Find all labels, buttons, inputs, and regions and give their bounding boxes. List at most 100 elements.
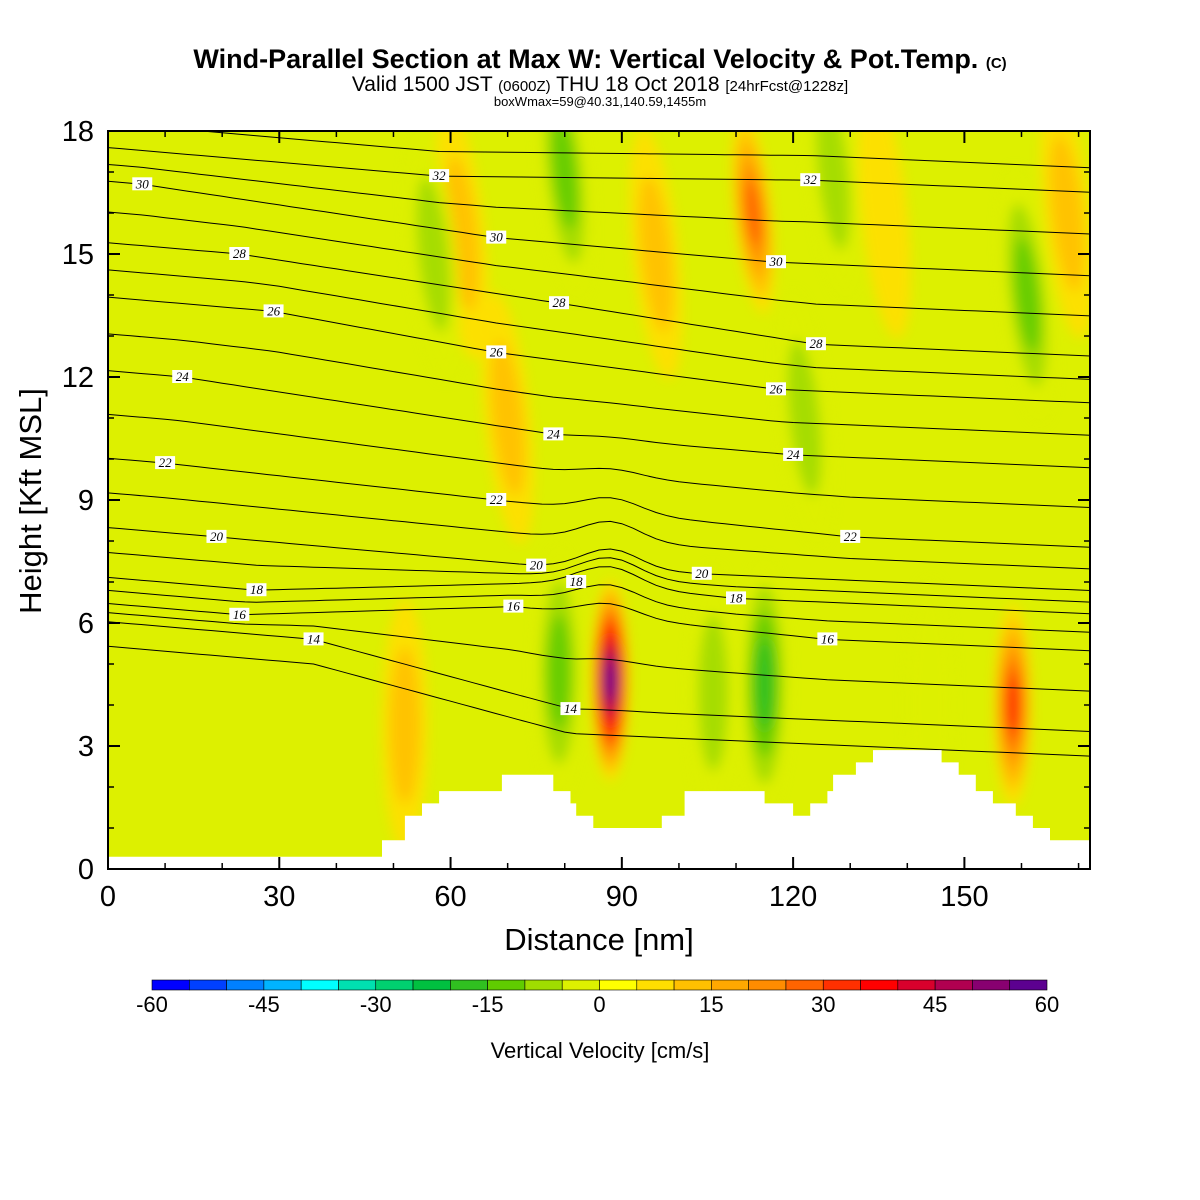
contour-label: 32	[429, 168, 450, 183]
contour-label: 20	[691, 566, 712, 581]
contour-label-box	[726, 591, 747, 605]
colorbar-swatch	[711, 979, 749, 991]
contour-label-text: 16	[507, 599, 521, 614]
contour-label-text: 20	[530, 558, 544, 573]
contour-label-box	[840, 529, 861, 543]
colorbar-tick-label: 15	[699, 992, 723, 1017]
x-tick-label: 120	[769, 881, 817, 913]
contour-label-text: 18	[730, 590, 744, 605]
contour-label-text: 14	[564, 701, 578, 716]
vertical-velocity-field	[108, 131, 1090, 869]
colorbar-swatch	[673, 979, 712, 991]
isentrope-line	[108, 527, 1090, 591]
colorbar-swatch	[822, 979, 861, 991]
contour-label: 26	[263, 303, 284, 318]
y-tick-label: 3	[78, 731, 94, 763]
contour-label-box	[566, 575, 587, 588]
isentrope-line	[108, 333, 1090, 436]
colorbar-swatch	[487, 979, 526, 991]
contour-label: 28	[549, 295, 570, 310]
contour-label-box	[246, 583, 267, 597]
isentrope-line	[108, 566, 1090, 615]
contour-label: 28	[805, 336, 826, 351]
velocity-feature	[858, 131, 911, 339]
contour-label: 22	[155, 455, 176, 470]
velocity-contour-band	[490, 340, 525, 496]
contour-label-text: 30	[135, 176, 150, 191]
isentrope-line	[108, 180, 1090, 277]
colorbar-tick-label: 0	[593, 992, 605, 1017]
isentrope-line	[108, 413, 1090, 508]
contour-label-text: 22	[844, 529, 858, 544]
contour-label-box	[229, 607, 250, 621]
chart-subtitle: Valid 1500 JST (0600Z) THU 18 Oct 2018 […	[0, 73, 1200, 97]
velocity-contour-band	[858, 131, 911, 339]
contour-label: 24	[543, 426, 564, 441]
chart-title-text: Wind-Parallel Section at Max W: Vertical…	[193, 44, 979, 74]
contour-label-text: 24	[547, 426, 561, 441]
y-tick-label: 9	[78, 485, 94, 517]
contour-label-box	[560, 702, 581, 716]
isentrope-line	[108, 164, 1090, 235]
contour-label-box	[229, 247, 250, 260]
contour-label: 30	[132, 176, 153, 191]
isentrope-line	[108, 457, 1090, 548]
colorbar-swatch	[785, 979, 824, 991]
contour-label-box	[263, 304, 284, 318]
colorbar-swatch	[188, 979, 227, 991]
contour-label: 22	[486, 492, 507, 507]
colorbar-swatch	[636, 979, 675, 991]
contour-label-text: 28	[233, 246, 247, 261]
colorbar-swatch	[1009, 979, 1048, 991]
contour-label-box	[486, 230, 507, 244]
colorbar-tick-label: 45	[923, 992, 947, 1017]
colorbar-tick-label: 30	[811, 992, 835, 1017]
contour-label: 16	[817, 631, 838, 646]
velocity-contour-band	[816, 131, 851, 250]
contour-label-text: 18	[570, 574, 584, 589]
velocity-contour-band	[745, 181, 762, 245]
colorbar-swatch	[412, 979, 451, 991]
contour-label-box	[543, 427, 564, 441]
title-mark: (C)	[985, 55, 1007, 72]
isentrope-line	[108, 645, 1090, 757]
contour-label: 18	[726, 590, 747, 605]
contour-label: 22	[840, 529, 861, 544]
colorbar-swatch	[375, 979, 414, 991]
contour-label-box	[765, 382, 786, 396]
box-info: boxWmax=59@40.31,140.59,1455m	[493, 94, 707, 109]
contour-label-text: 22	[490, 492, 504, 507]
velocity-contour-band	[698, 614, 729, 771]
x-tick-label: 90	[606, 881, 638, 913]
x-tick-label: 150	[940, 881, 988, 913]
chart-title: Wind-Parallel Section at Max W: Vertical…	[0, 44, 1200, 75]
terrain	[108, 750, 1090, 869]
contour-label-text: 26	[267, 303, 281, 318]
velocity-contour-band	[389, 647, 420, 804]
contour-label: 18	[566, 574, 587, 589]
colorbar-swatch	[300, 979, 339, 991]
contour-label-box	[486, 345, 507, 359]
contour-label: 30	[765, 254, 786, 269]
contour-label: 26	[486, 344, 507, 359]
contour-label-box	[817, 632, 838, 646]
velocity-feature	[538, 131, 592, 298]
isentrope-lines	[108, 131, 1090, 757]
contour-label-text: 32	[432, 168, 447, 183]
valid-time-local: Valid 1500 JST	[351, 73, 493, 96]
colorbar-swatch	[226, 979, 265, 991]
colorbar-swatch	[338, 979, 377, 991]
contour-label-text: 24	[787, 447, 801, 462]
colorbar-swatch	[450, 979, 488, 991]
velocity-feature	[690, 566, 737, 819]
isentrope-line	[108, 552, 1090, 603]
contour-label-text: 20	[695, 566, 709, 581]
velocity-contour-band	[416, 176, 451, 332]
contour-label-box	[206, 529, 227, 543]
isentrope-line	[108, 612, 1090, 692]
contour-label: 24	[172, 369, 193, 384]
contour-label-text: 16	[233, 607, 247, 622]
isentrope-line	[108, 242, 1090, 357]
colorbar-tick-label: -60	[136, 992, 168, 1017]
velocity-contour-band	[1050, 135, 1085, 291]
